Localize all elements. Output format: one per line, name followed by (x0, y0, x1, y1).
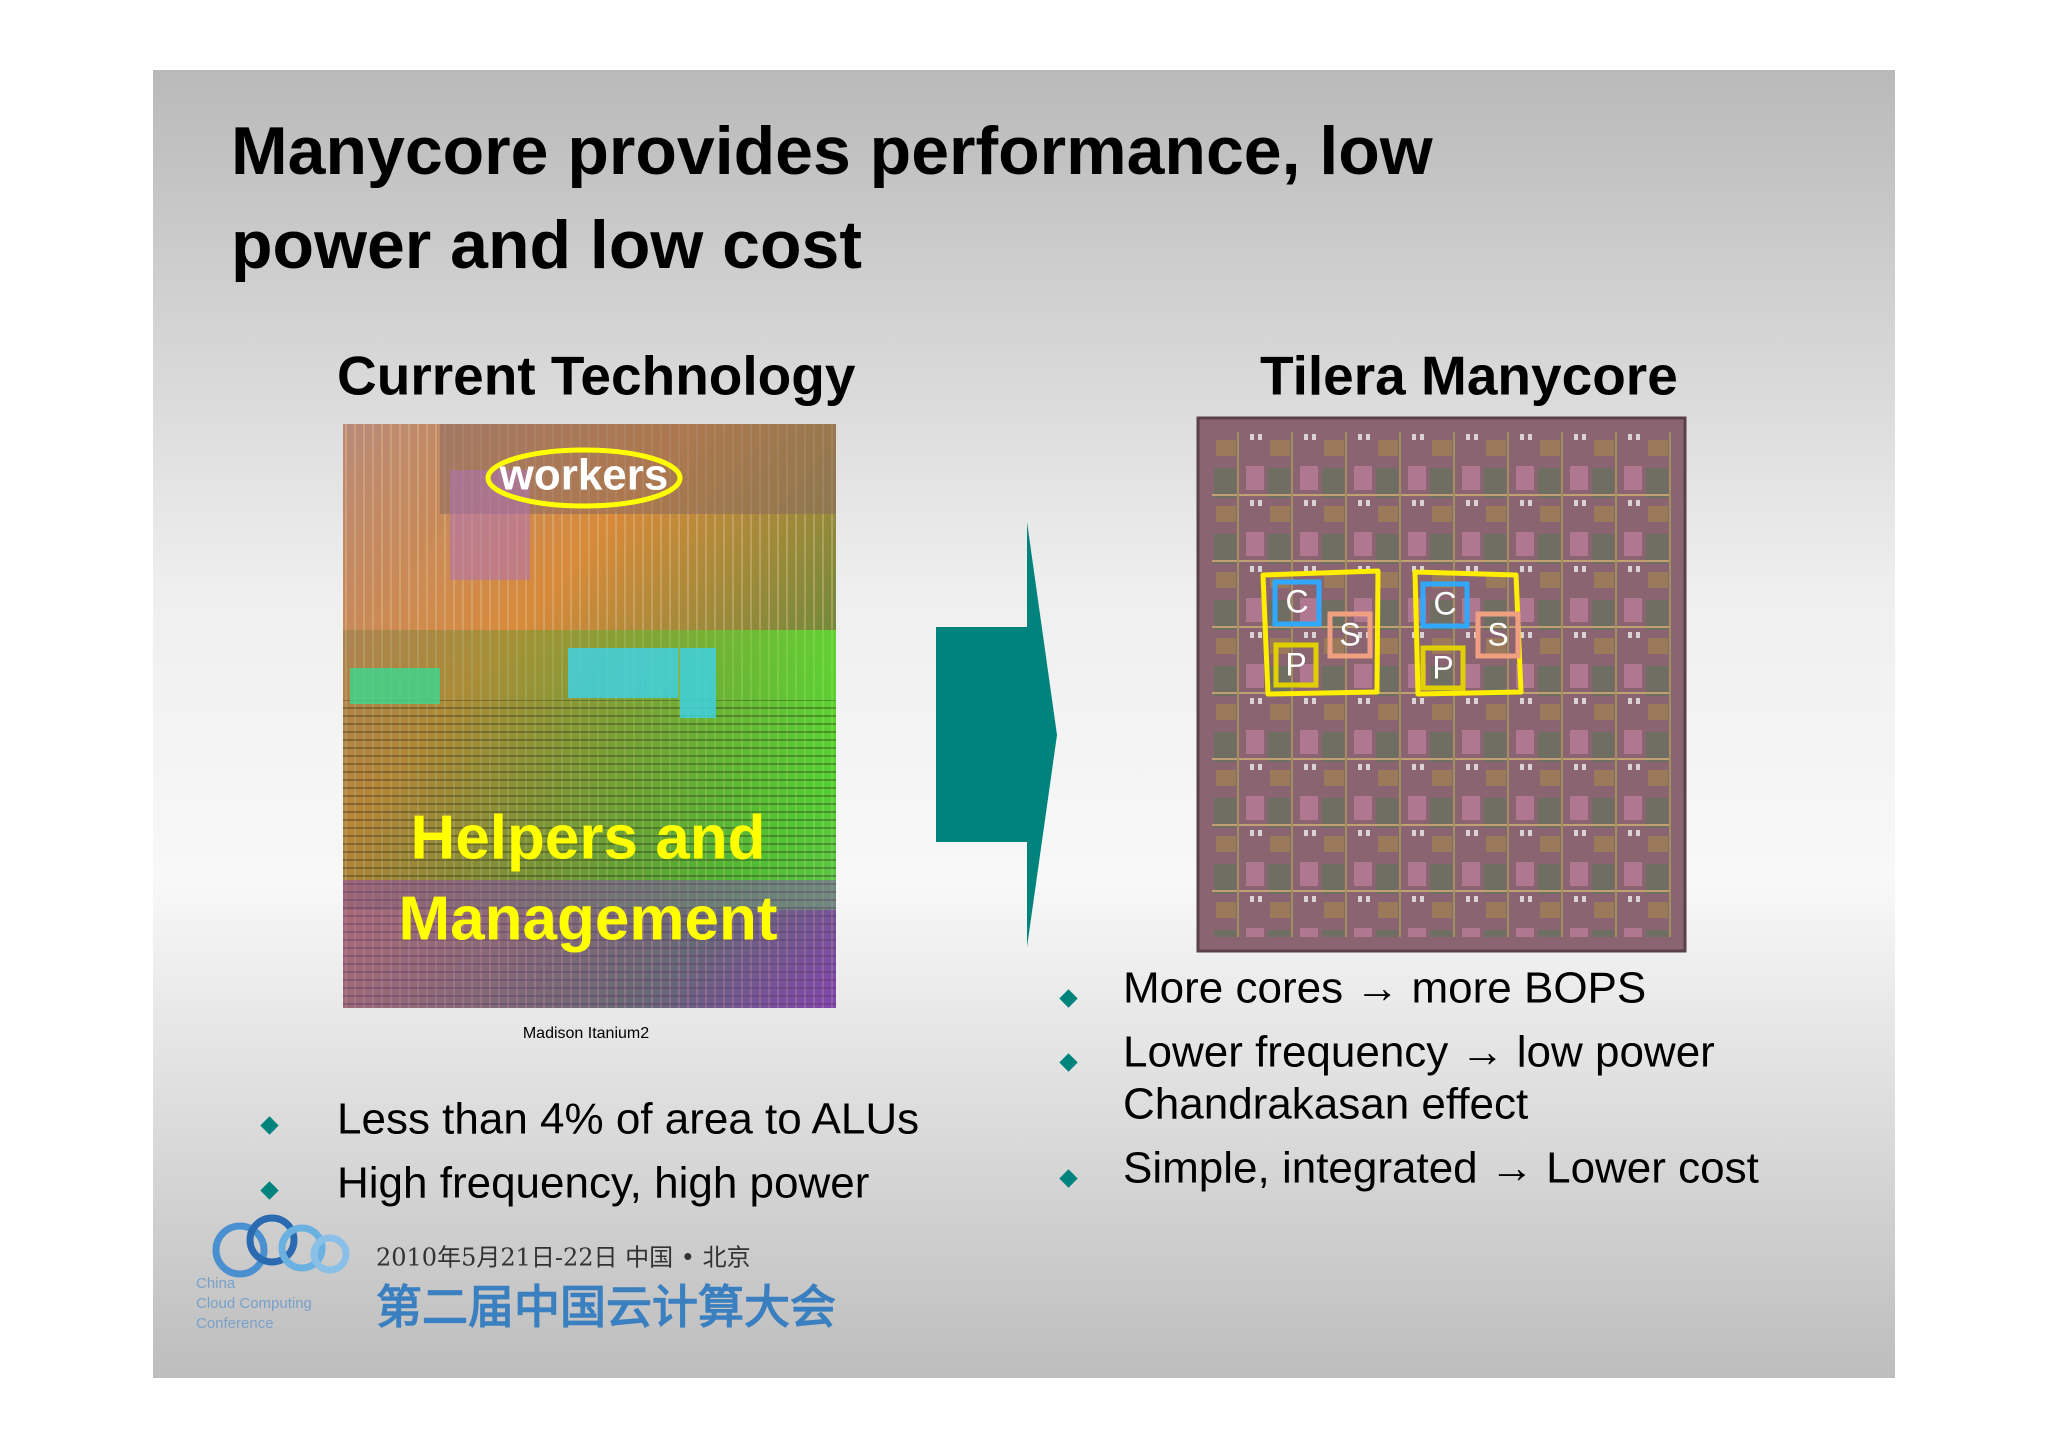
slide-title-line: power and low cost (231, 207, 862, 283)
left-bullet-list (260, 1116, 279, 1200)
conference-name: 第二届中国云计算大会 (376, 1280, 836, 1334)
right-bullet-list (1059, 989, 1078, 1188)
transition-arrow (936, 522, 1057, 947)
workers-label: workers (499, 451, 669, 500)
itanium-die-image (343, 424, 836, 1008)
chip-label: P (1285, 646, 1306, 682)
bullet-text: More cores → more BOPS (1123, 964, 1646, 1013)
image-caption: Madison Itanium2 (523, 1025, 649, 1042)
chip-label: S (1487, 616, 1508, 652)
chip-label: C (1433, 585, 1456, 621)
helpers-label: Helpers and (411, 803, 766, 872)
left-heading: Current Technology (337, 345, 856, 407)
right-heading: Tilera Manycore (1260, 345, 1678, 407)
conference-logo (212, 1214, 350, 1278)
chip-label: S (1339, 616, 1360, 652)
logo-text: Cloud Computing (196, 1295, 312, 1312)
logo-text: Conference (196, 1315, 274, 1332)
bullet-text: Simple, integrated → Lower cost (1123, 1144, 1759, 1193)
tilera-die-image (1196, 416, 1687, 953)
bullet-text: Lower frequency → low power (1123, 1028, 1715, 1077)
logo-text: China (196, 1275, 236, 1292)
helpers-label: Management (399, 884, 778, 953)
bullet-text: High frequency, high power (337, 1159, 869, 1208)
chip-label: C (1285, 583, 1308, 619)
bullet-text: Less than 4% of area to ALUs (337, 1095, 919, 1144)
conference-date: 2010年5月21日-22日 中国 • 北京 (376, 1244, 751, 1272)
chip-label: P (1432, 649, 1453, 685)
slide-title-line: Manycore provides performance, low (231, 113, 1434, 189)
bullet-text: Chandrakasan effect (1123, 1080, 1528, 1129)
